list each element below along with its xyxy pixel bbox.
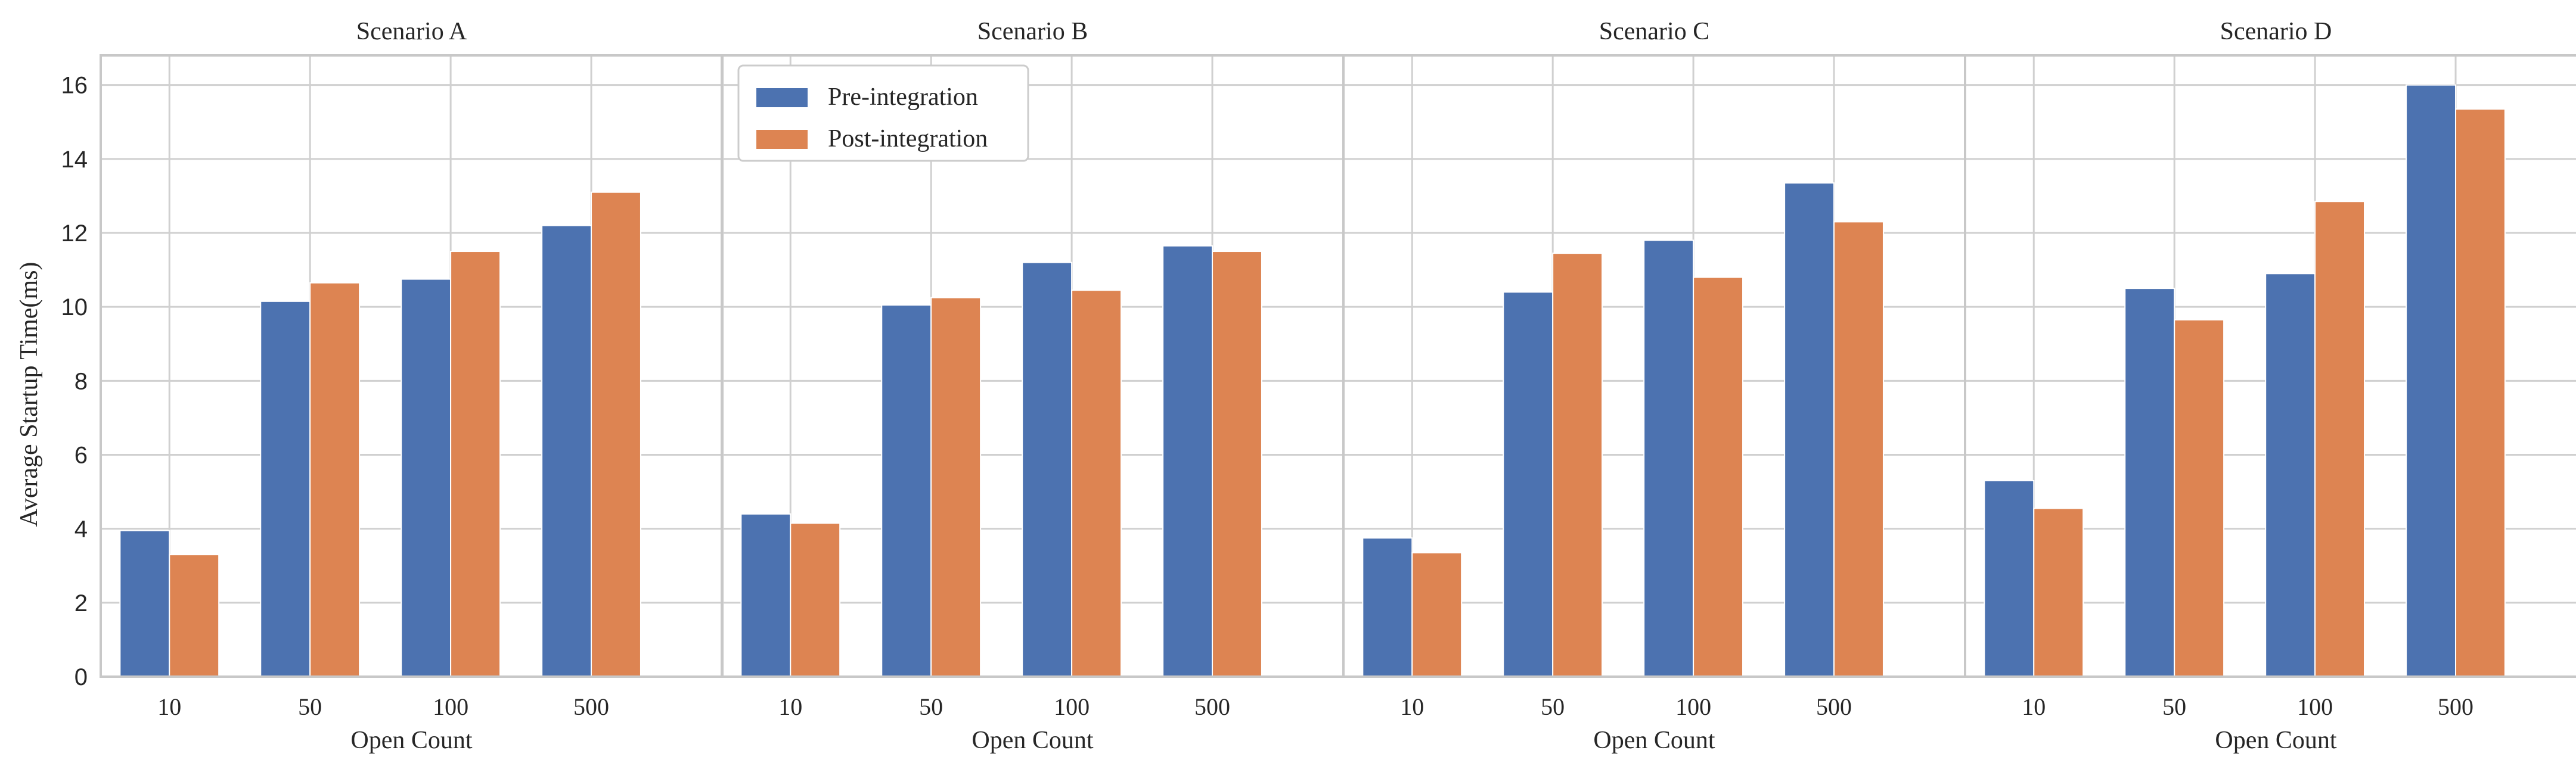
y-tick-label: 2 — [75, 590, 88, 617]
panel-title: Scenario C — [1599, 18, 1709, 45]
bar-pre-100 — [1022, 261, 1073, 677]
x-tick-label: 100 — [2297, 693, 2333, 720]
panel-1: Scenario A 10 50 100 500 Open Count 0 2 4 6 8 10 12 1… — [61, 18, 724, 754]
y-tick-label: 4 — [75, 516, 88, 543]
y-tick-label: 10 — [61, 294, 88, 320]
bar-post-500 — [591, 191, 641, 678]
x-axis-label: Open Count — [350, 727, 472, 754]
legend-frame — [737, 64, 1029, 162]
x-tick-label: 50 — [2162, 693, 2186, 720]
x-tick-label: 10 — [778, 693, 802, 720]
panel-3: Scenario C 10 50 100 500 Open Count — [1342, 18, 1966, 754]
bar-pre-50 — [260, 300, 311, 677]
y-axis-label: Average Startup Time(ms) — [15, 262, 43, 527]
x-tick-label: 100 — [433, 693, 468, 720]
bar-post-100 — [1693, 276, 1744, 677]
legend-swatch-pre — [756, 88, 808, 107]
bar-post-50 — [930, 297, 982, 678]
panel-title: Scenario A — [356, 18, 467, 45]
x-axis-label: Open Count — [1593, 727, 1715, 754]
x-tick-label: 500 — [1194, 693, 1230, 720]
bar-pre-50 — [881, 304, 932, 677]
bar-post-50 — [1552, 253, 1603, 678]
y-tick-label: 0 — [75, 664, 88, 690]
bar-pre-500 — [541, 225, 592, 678]
x-axis-label: Open Count — [2215, 727, 2336, 754]
bar-post-100 — [1071, 289, 1122, 677]
panel-2: Scenario B 10 50 100 500 Open Count Pre-integr… — [721, 18, 1345, 754]
bar-pre-500 — [1162, 245, 1213, 677]
legend: Pre-integration Post-integration — [737, 64, 1029, 162]
x-tick-label: 500 — [2438, 693, 2473, 720]
y-tick-label: 14 — [61, 147, 88, 173]
bar-post-10 — [790, 522, 841, 678]
y-tick-label: 6 — [75, 443, 88, 469]
x-tick-label: 10 — [2022, 693, 2046, 720]
panel-title: Scenario B — [977, 18, 1088, 45]
x-tick-label: 100 — [1054, 693, 1090, 720]
bar-pre-10 — [740, 513, 792, 677]
bar-pre-10 — [119, 530, 170, 677]
bar-pre-100 — [401, 278, 452, 677]
bar-pre-100 — [1643, 239, 1694, 677]
x-tick-label: 100 — [1675, 693, 1711, 720]
bar-post-500 — [2455, 108, 2506, 678]
x-tick-label: 10 — [1400, 693, 1424, 720]
bar-post-10 — [1411, 552, 1463, 677]
y-tick-label: 8 — [75, 368, 88, 394]
legend-swatch-post — [756, 130, 808, 149]
x-tick-label: 500 — [1816, 693, 1852, 720]
panel-4: Scenario D 10 50 100 500 Open Count — [1964, 18, 2576, 754]
x-tick-label: 500 — [573, 693, 609, 720]
x-tick-label: 50 — [1541, 693, 1565, 720]
legend-label-post: Post-integration — [828, 125, 988, 152]
bar-pre-50 — [1503, 291, 1554, 678]
bar-post-100 — [2314, 201, 2366, 677]
x-tick-label: 10 — [157, 693, 181, 720]
bar-post-100 — [450, 251, 501, 677]
plot-frame — [1964, 54, 2576, 678]
bar-pre-50 — [2124, 288, 2175, 677]
bar-post-10 — [169, 554, 220, 677]
y-tick-label: 16 — [61, 73, 88, 99]
bar-post-10 — [2033, 508, 2084, 677]
x-tick-label: 50 — [298, 693, 322, 720]
bar-post-50 — [2174, 319, 2225, 677]
bar-post-500 — [1212, 251, 1262, 677]
x-tick-label: 50 — [919, 693, 943, 720]
bar-pre-10 — [1362, 537, 1413, 677]
bar-pre-10 — [1984, 480, 2035, 677]
y-tick-label: 12 — [61, 220, 88, 247]
panel-title: Scenario D — [2220, 18, 2332, 45]
bar-pre-500 — [1784, 182, 1835, 677]
x-axis-label: Open Count — [972, 727, 1093, 754]
bar-post-500 — [1833, 221, 1884, 677]
bar-post-50 — [309, 282, 361, 677]
bar-pre-100 — [2265, 273, 2316, 677]
legend-label-pre: Pre-integration — [828, 83, 978, 111]
bar-pre-500 — [2406, 84, 2457, 677]
